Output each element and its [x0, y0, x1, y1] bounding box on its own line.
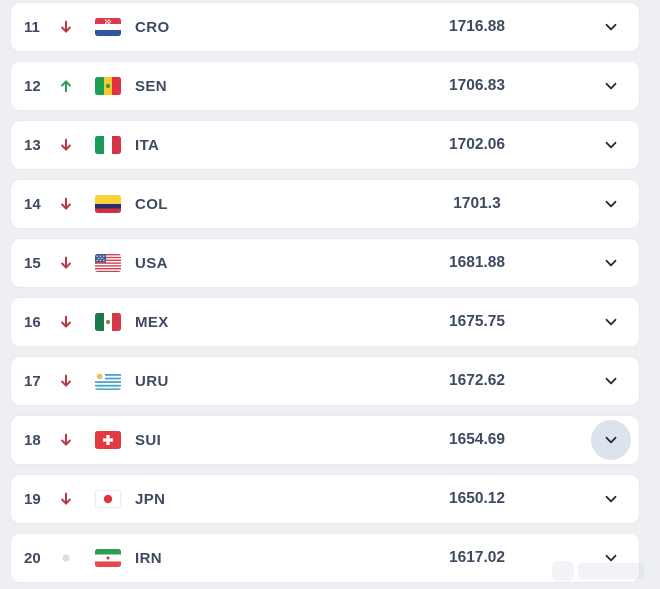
rank-number: 18	[24, 431, 41, 449]
rank-up-icon	[58, 78, 74, 94]
ranking-row[interactable]: 19 JPN 1650.12	[10, 474, 640, 524]
country-flag-ita	[95, 136, 121, 154]
rank-down-icon	[58, 19, 74, 35]
country-code: MEX	[135, 313, 169, 331]
country-code: URU	[135, 372, 169, 390]
ranking-row[interactable]: 18 SUI 1654.69	[10, 415, 640, 465]
country-code: SUI	[135, 431, 162, 449]
points-value: 1706.83	[448, 77, 506, 94]
points-value: 1617.02	[448, 549, 506, 566]
chevron-down-icon	[605, 377, 617, 385]
country-flag-uru	[95, 372, 121, 390]
chevron-down-icon	[605, 554, 617, 562]
country-code: CRO	[135, 18, 170, 36]
chevron-down-icon	[605, 318, 617, 326]
ranking-row[interactable]: 15 USA 1681.88	[10, 238, 640, 288]
chevron-down-icon	[605, 200, 617, 208]
rank-down-icon	[58, 137, 74, 153]
chevron-down-icon	[605, 495, 617, 503]
expand-button[interactable]	[591, 302, 631, 342]
country-flag-sui	[95, 431, 121, 449]
rank-unchanged-icon	[58, 550, 74, 566]
country-code: JPN	[135, 490, 166, 508]
rank-down-icon	[58, 196, 74, 212]
country-flag-cro	[95, 18, 121, 36]
ranking-row[interactable]: 11 CRO 1716.88	[10, 2, 640, 52]
country-code: IRN	[135, 549, 163, 567]
rank-number: 15	[24, 254, 41, 272]
chevron-down-icon	[605, 82, 617, 90]
country-flag-col	[95, 195, 121, 213]
expand-button[interactable]	[591, 420, 631, 460]
rank-number: 19	[24, 490, 41, 508]
ranking-row[interactable]: 12 SEN 1706.83	[10, 61, 640, 111]
ranking-row[interactable]: 20 IRN 1617.02	[10, 533, 640, 583]
rank-number: 11	[24, 18, 40, 36]
rank-number: 12	[24, 77, 41, 95]
expand-button[interactable]	[591, 361, 631, 401]
points-value: 1672.62	[448, 372, 506, 389]
chevron-down-icon	[605, 436, 617, 444]
rank-down-icon	[58, 491, 74, 507]
rank-number: 17	[24, 372, 41, 390]
points-value: 1701.3	[453, 195, 501, 212]
rank-down-icon	[58, 314, 74, 330]
points-value: 1675.75	[448, 313, 506, 330]
expand-button[interactable]	[591, 538, 631, 578]
ranking-row[interactable]: 16 MEX 1675.75	[10, 297, 640, 347]
ranking-row[interactable]: 14 COL 1701.3	[10, 179, 640, 229]
points-value: 1702.06	[448, 136, 506, 153]
country-flag-usa	[95, 254, 121, 272]
rank-number: 13	[24, 136, 41, 154]
country-code: COL	[135, 195, 168, 213]
chevron-down-icon	[605, 259, 617, 267]
rank-down-icon	[58, 432, 74, 448]
rank-down-icon	[58, 255, 74, 271]
rank-down-icon	[58, 373, 74, 389]
expand-button[interactable]	[591, 66, 631, 106]
country-code: ITA	[135, 136, 160, 154]
expand-button[interactable]	[591, 184, 631, 224]
expand-button[interactable]	[591, 479, 631, 519]
points-value: 1650.12	[448, 490, 506, 507]
expand-button[interactable]	[591, 7, 631, 47]
ranking-row[interactable]: 13 ITA 1702.06	[10, 120, 640, 170]
country-flag-jpn	[95, 490, 121, 508]
country-flag-mex	[95, 313, 121, 331]
chevron-down-icon	[605, 141, 617, 149]
country-flag-irn	[95, 549, 121, 567]
expand-button[interactable]	[591, 243, 631, 283]
rank-number: 16	[24, 313, 41, 331]
country-code: USA	[135, 254, 168, 272]
rank-number: 20	[24, 549, 41, 567]
chevron-down-icon	[605, 23, 617, 31]
points-value: 1681.88	[448, 254, 506, 271]
points-value: 1716.88	[448, 18, 506, 35]
ranking-row[interactable]: 17 URU 1672.62	[10, 356, 640, 406]
country-flag-sen	[95, 77, 121, 95]
expand-button[interactable]	[591, 125, 631, 165]
rank-number: 14	[24, 195, 41, 213]
points-value: 1654.69	[448, 431, 506, 448]
country-code: SEN	[135, 77, 168, 95]
